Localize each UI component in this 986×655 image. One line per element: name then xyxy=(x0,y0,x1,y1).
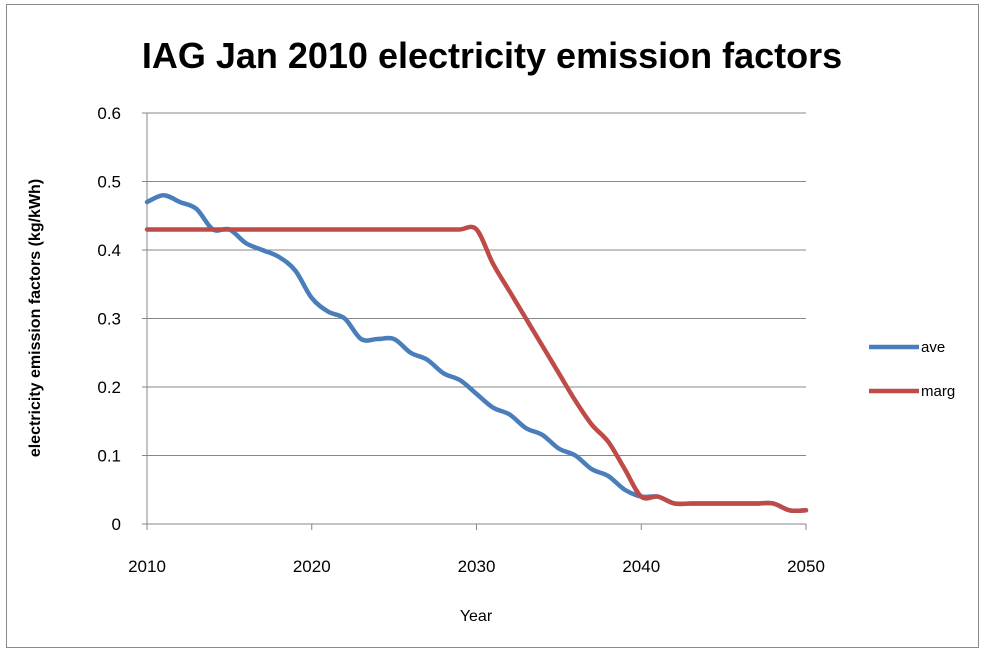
axes xyxy=(142,112,807,530)
x-tick-labels: 2010 2020 2030 2040 2050 xyxy=(128,557,825,576)
y-tick-label: 0.5 xyxy=(97,173,121,192)
y-tick-label: 0.3 xyxy=(97,310,121,329)
x-tick-label: 2020 xyxy=(293,557,331,576)
x-tick-label: 2040 xyxy=(622,557,660,576)
y-tick-labels: 0 0.1 0.2 0.3 0.4 0.5 0.6 xyxy=(97,104,121,534)
y-tick-label: 0.2 xyxy=(97,378,121,397)
chart-title: IAG Jan 2010 electricity emission factor… xyxy=(142,35,842,76)
legend-label-marg: marg xyxy=(921,383,955,400)
y-tick-label: 0.6 xyxy=(97,104,121,123)
chart-frame xyxy=(6,4,979,648)
y-tick-label: 0 xyxy=(112,515,121,534)
series-lines xyxy=(144,192,809,514)
series-line-ave xyxy=(144,192,809,514)
x-axis-label: Year xyxy=(460,608,493,625)
x-tick-label: 2010 xyxy=(128,557,166,576)
y-axis-label: electricity emission factors (kg/kWh) xyxy=(27,179,44,457)
x-tick-label: 2050 xyxy=(787,557,825,576)
legend-label-ave: ave xyxy=(921,339,945,356)
series-line-marg xyxy=(144,224,809,514)
y-tick-label: 0.4 xyxy=(97,241,121,260)
x-tick-label: 2030 xyxy=(458,557,496,576)
gridlines xyxy=(147,112,806,456)
legend: ave marg xyxy=(869,339,955,400)
y-tick-label: 0.1 xyxy=(97,447,121,466)
